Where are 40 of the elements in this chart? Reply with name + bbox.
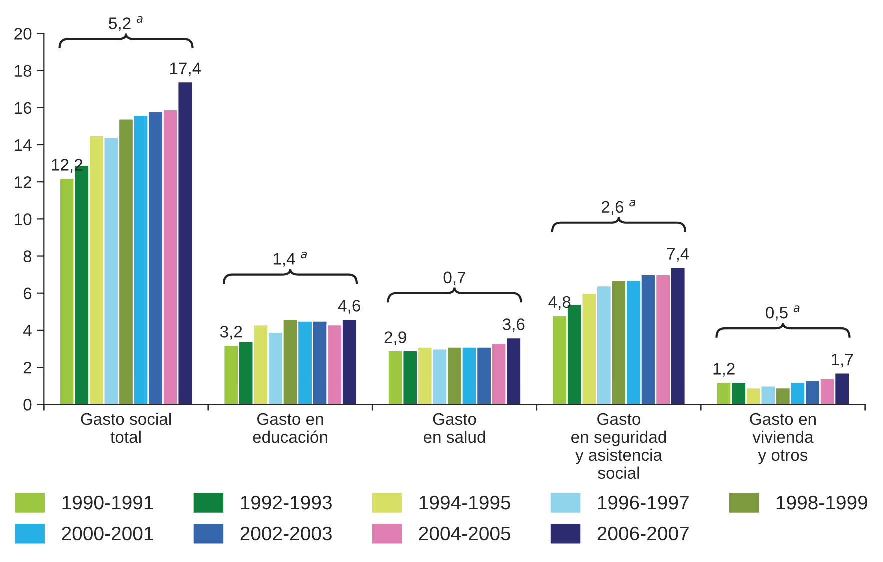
legend-label: 2000-2001 [62,526,154,541]
y-tick-label: 2 [24,362,32,374]
data-label: 4,8 [548,296,571,310]
legend-label: 1994-1995 [420,496,511,510]
legend-label: 1998-1999 [776,496,868,510]
data-label: 1,2 [714,363,735,377]
y-tick-label: 8 [24,250,32,262]
x-tick-label: Gasto en vivienda y otros [750,413,816,464]
legend-label: 2004-2005 [419,526,511,541]
legend-label: 1996-1997 [598,496,689,510]
annotation: 0,7 [444,272,466,286]
y-tick-label: 6 [24,288,32,300]
y-tick-label: 4 [23,325,32,336]
legend-label: 1990-1991 [62,496,154,510]
legend-label: 2002-2003 [240,526,332,541]
y-tick-label: 12 [15,176,32,188]
annotation: 0,5 $^{a}$ [766,306,800,321]
data-label: 2,9 [384,332,406,346]
text: 5,2 $^{a}$ [109,16,143,32]
y-tick-label: 14 [15,140,32,152]
data-label: 3,6 [502,318,525,332]
y-tick-label: 20 [14,28,32,40]
x-tick-label: Gasto social total [81,412,172,444]
annotation: 1,4 $^{a}$ [274,252,308,267]
annotation: 2,6 $^{a}$ [602,200,636,215]
data-label: 12,2 [52,159,83,173]
y-tick-label: 0 [24,399,32,411]
x-tick-label: Gasto en salud [424,413,486,444]
x-tick-label: Gasto en educación [253,413,328,444]
y-tick-label: 10 [15,214,32,226]
data-label: 7,4 [667,248,690,262]
y-tick-label: 18 [15,65,32,78]
x-tick-label: Gasto en seguridad y asistencia social [572,413,666,480]
data-label: 4,6 [338,300,360,314]
data-label: 1,7 [832,354,854,368]
legend-label: 2006-2007 [598,526,689,541]
legend-label: 1992-1993 [241,496,332,510]
y-tick-label: 16 [15,102,32,114]
data-label: 17,4 [170,62,202,76]
data-label: 3,2 [220,326,242,340]
